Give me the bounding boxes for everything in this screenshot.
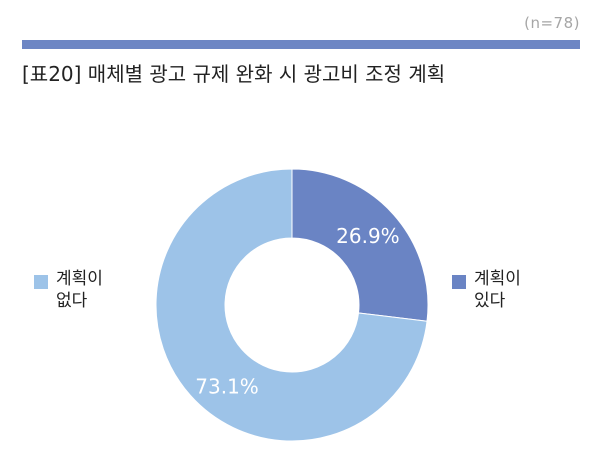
- sample-size-label: (n=78): [524, 14, 580, 32]
- donut-slice-plan-yes: [291, 168, 429, 322]
- donut-labels: 26.9% 73.1%: [195, 224, 399, 398]
- donut-slices: [155, 168, 429, 442]
- legend-swatch-plan-no: [34, 275, 48, 289]
- legend-label-plan-yes: 계획이 있다: [474, 269, 521, 311]
- legend-swatch-plan-yes: [452, 275, 466, 289]
- chart-title: [표20] 매체별 광고 규제 완화 시 광고비 조정 계획: [22, 62, 446, 86]
- legend-item-plan-no: 계획이 없다: [34, 268, 112, 312]
- legend-label-plan-no: 계획이 없다: [56, 269, 103, 311]
- donut-slice-plan-no: [155, 168, 428, 442]
- donut-label-plan-yes: 26.9%: [336, 224, 400, 248]
- donut-label-plan-no: 73.1%: [195, 375, 259, 399]
- legend-item-plan-yes: 계획이 있다: [452, 268, 530, 312]
- title-accent-bar: [22, 40, 580, 49]
